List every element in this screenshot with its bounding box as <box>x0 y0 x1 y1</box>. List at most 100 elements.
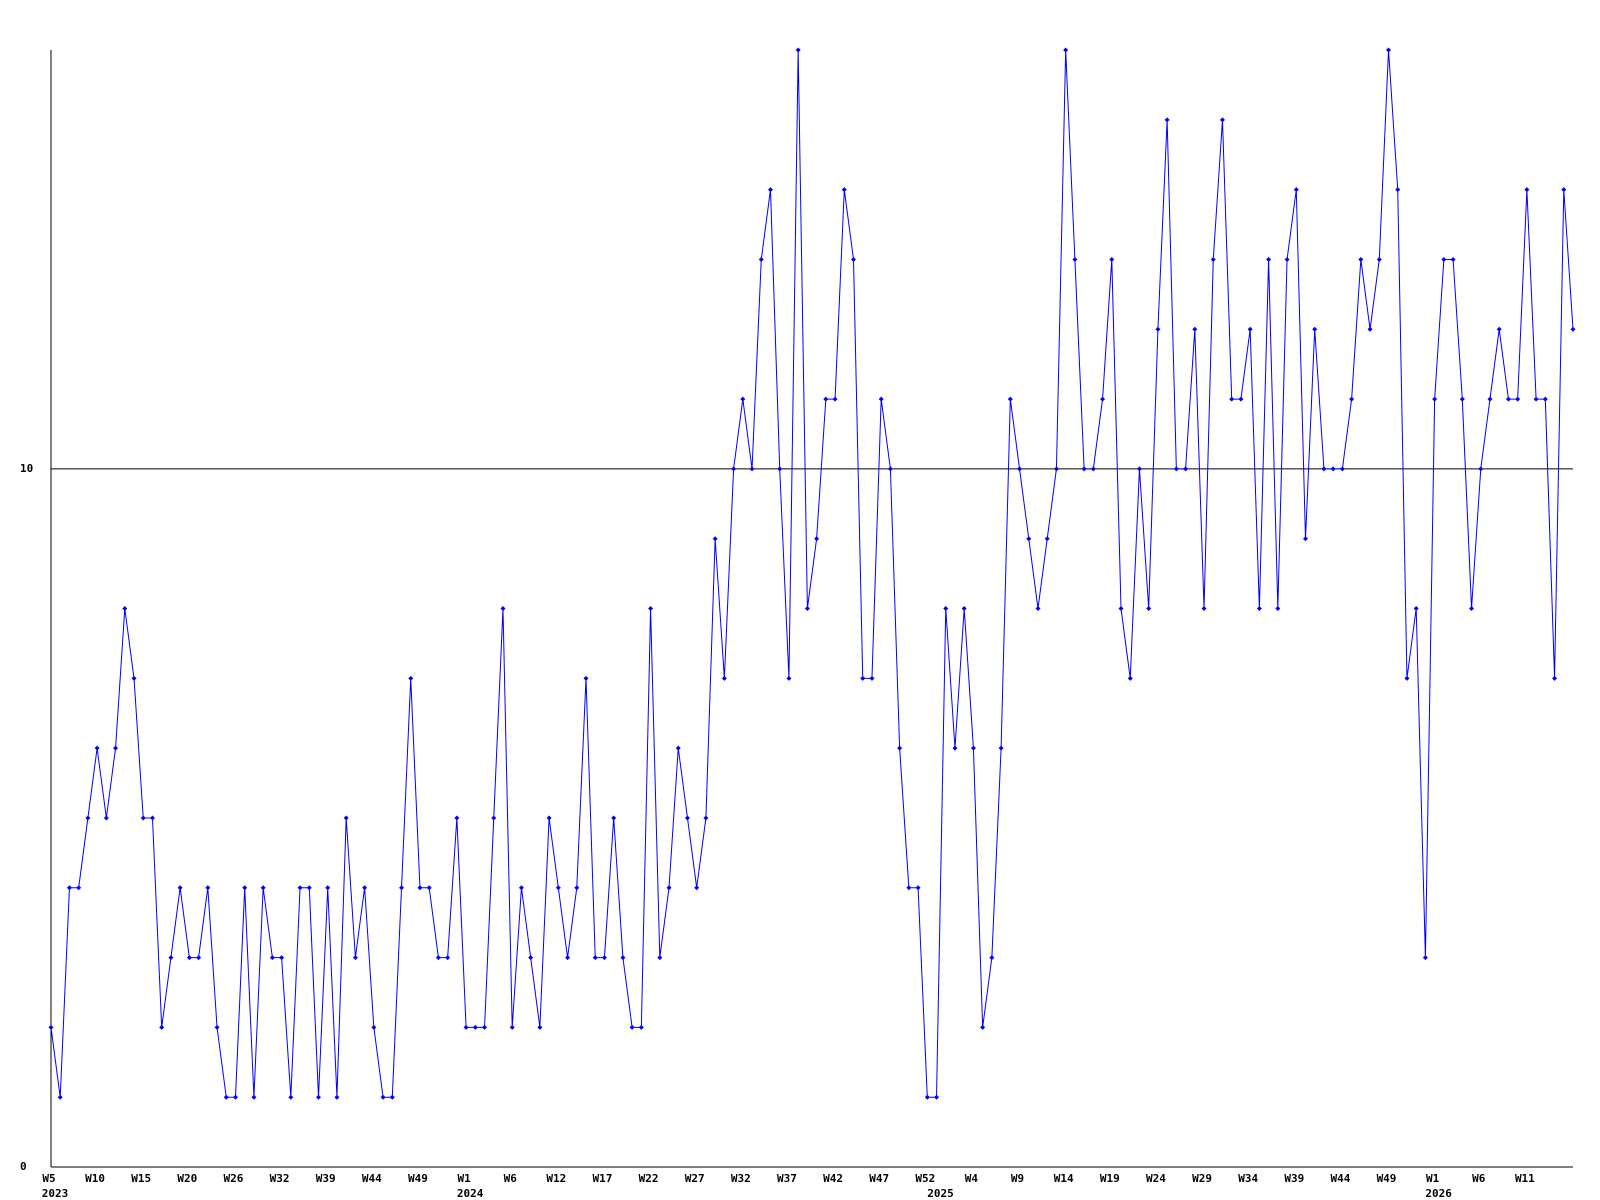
point <box>186 955 192 961</box>
x-tick-label: W6 <box>1472 1172 1486 1185</box>
point <box>1035 606 1041 611</box>
point <box>1386 47 1392 53</box>
point <box>832 396 838 402</box>
point <box>823 396 829 402</box>
point <box>1247 326 1253 332</box>
point <box>620 955 626 961</box>
point <box>306 885 312 891</box>
point <box>76 885 82 891</box>
point <box>1201 606 1207 611</box>
x-tick-label: W39 <box>316 1172 336 1185</box>
point <box>463 1024 469 1030</box>
point <box>131 675 137 681</box>
point <box>445 955 451 961</box>
point <box>814 536 820 542</box>
point <box>196 955 202 961</box>
point <box>1395 187 1401 193</box>
point <box>518 885 524 891</box>
point <box>1413 606 1419 611</box>
point <box>887 466 893 472</box>
point <box>1441 256 1447 262</box>
point <box>601 955 607 961</box>
x-tick-label: W17 <box>593 1172 613 1185</box>
point <box>786 675 792 681</box>
point <box>426 885 432 891</box>
point <box>1330 466 1336 472</box>
point <box>721 675 727 681</box>
y-tick-label: 10 <box>20 462 33 475</box>
x-tick-label: W6 <box>504 1172 518 1185</box>
point <box>362 885 368 891</box>
point <box>1146 606 1152 611</box>
point <box>592 955 598 961</box>
x-tick-label: W5 <box>42 1172 55 1185</box>
point <box>841 187 847 193</box>
point <box>694 885 700 891</box>
point <box>343 815 349 821</box>
point <box>1496 326 1502 332</box>
point <box>1376 256 1382 262</box>
point <box>269 955 275 961</box>
x-tick-label: W12 <box>546 1172 566 1185</box>
point <box>657 955 663 961</box>
point <box>1367 326 1373 332</box>
point <box>1136 466 1142 472</box>
point <box>629 1024 635 1030</box>
point <box>1192 326 1198 332</box>
point <box>1561 187 1567 193</box>
point <box>297 885 303 891</box>
point <box>1450 256 1456 262</box>
point <box>316 1094 322 1100</box>
point <box>1183 466 1189 472</box>
point <box>509 1024 515 1030</box>
point <box>712 536 718 542</box>
point <box>1321 466 1327 472</box>
x-tick-label: W47 <box>869 1172 889 1185</box>
point <box>371 1024 377 1030</box>
point <box>1487 396 1493 402</box>
point <box>279 955 285 961</box>
point <box>454 815 460 821</box>
point <box>251 1094 257 1100</box>
point <box>980 1024 986 1030</box>
point <box>1339 466 1345 472</box>
x-tick-label: W11 <box>1515 1172 1535 1185</box>
point <box>48 1024 54 1030</box>
point <box>57 1094 63 1100</box>
x-tick-label: W34 <box>1238 1172 1258 1185</box>
point <box>1072 256 1078 262</box>
point <box>869 675 875 681</box>
point <box>242 885 248 891</box>
point <box>205 885 211 891</box>
point <box>777 466 783 472</box>
point <box>1219 117 1225 123</box>
point <box>740 396 746 402</box>
point <box>648 606 654 611</box>
x-tick-label: W19 <box>1100 1172 1120 1185</box>
point <box>325 885 331 891</box>
point <box>1026 536 1032 542</box>
point <box>159 1024 165 1030</box>
point <box>1053 466 1059 472</box>
point <box>860 675 866 681</box>
point <box>998 745 1004 751</box>
point <box>1266 256 1272 262</box>
point <box>1552 675 1558 681</box>
point <box>1478 466 1484 472</box>
point <box>1238 396 1244 402</box>
point <box>897 745 903 751</box>
point <box>906 885 912 891</box>
point <box>528 955 534 961</box>
x-tick-label: W1 <box>1426 1172 1440 1185</box>
point <box>260 885 266 891</box>
point <box>675 745 681 751</box>
point <box>804 606 810 611</box>
point <box>952 745 958 751</box>
point <box>1524 187 1530 193</box>
point <box>113 745 119 751</box>
point <box>1118 606 1124 611</box>
point <box>1063 47 1069 53</box>
x-tick-label: W22 <box>639 1172 659 1185</box>
point <box>1090 466 1096 472</box>
